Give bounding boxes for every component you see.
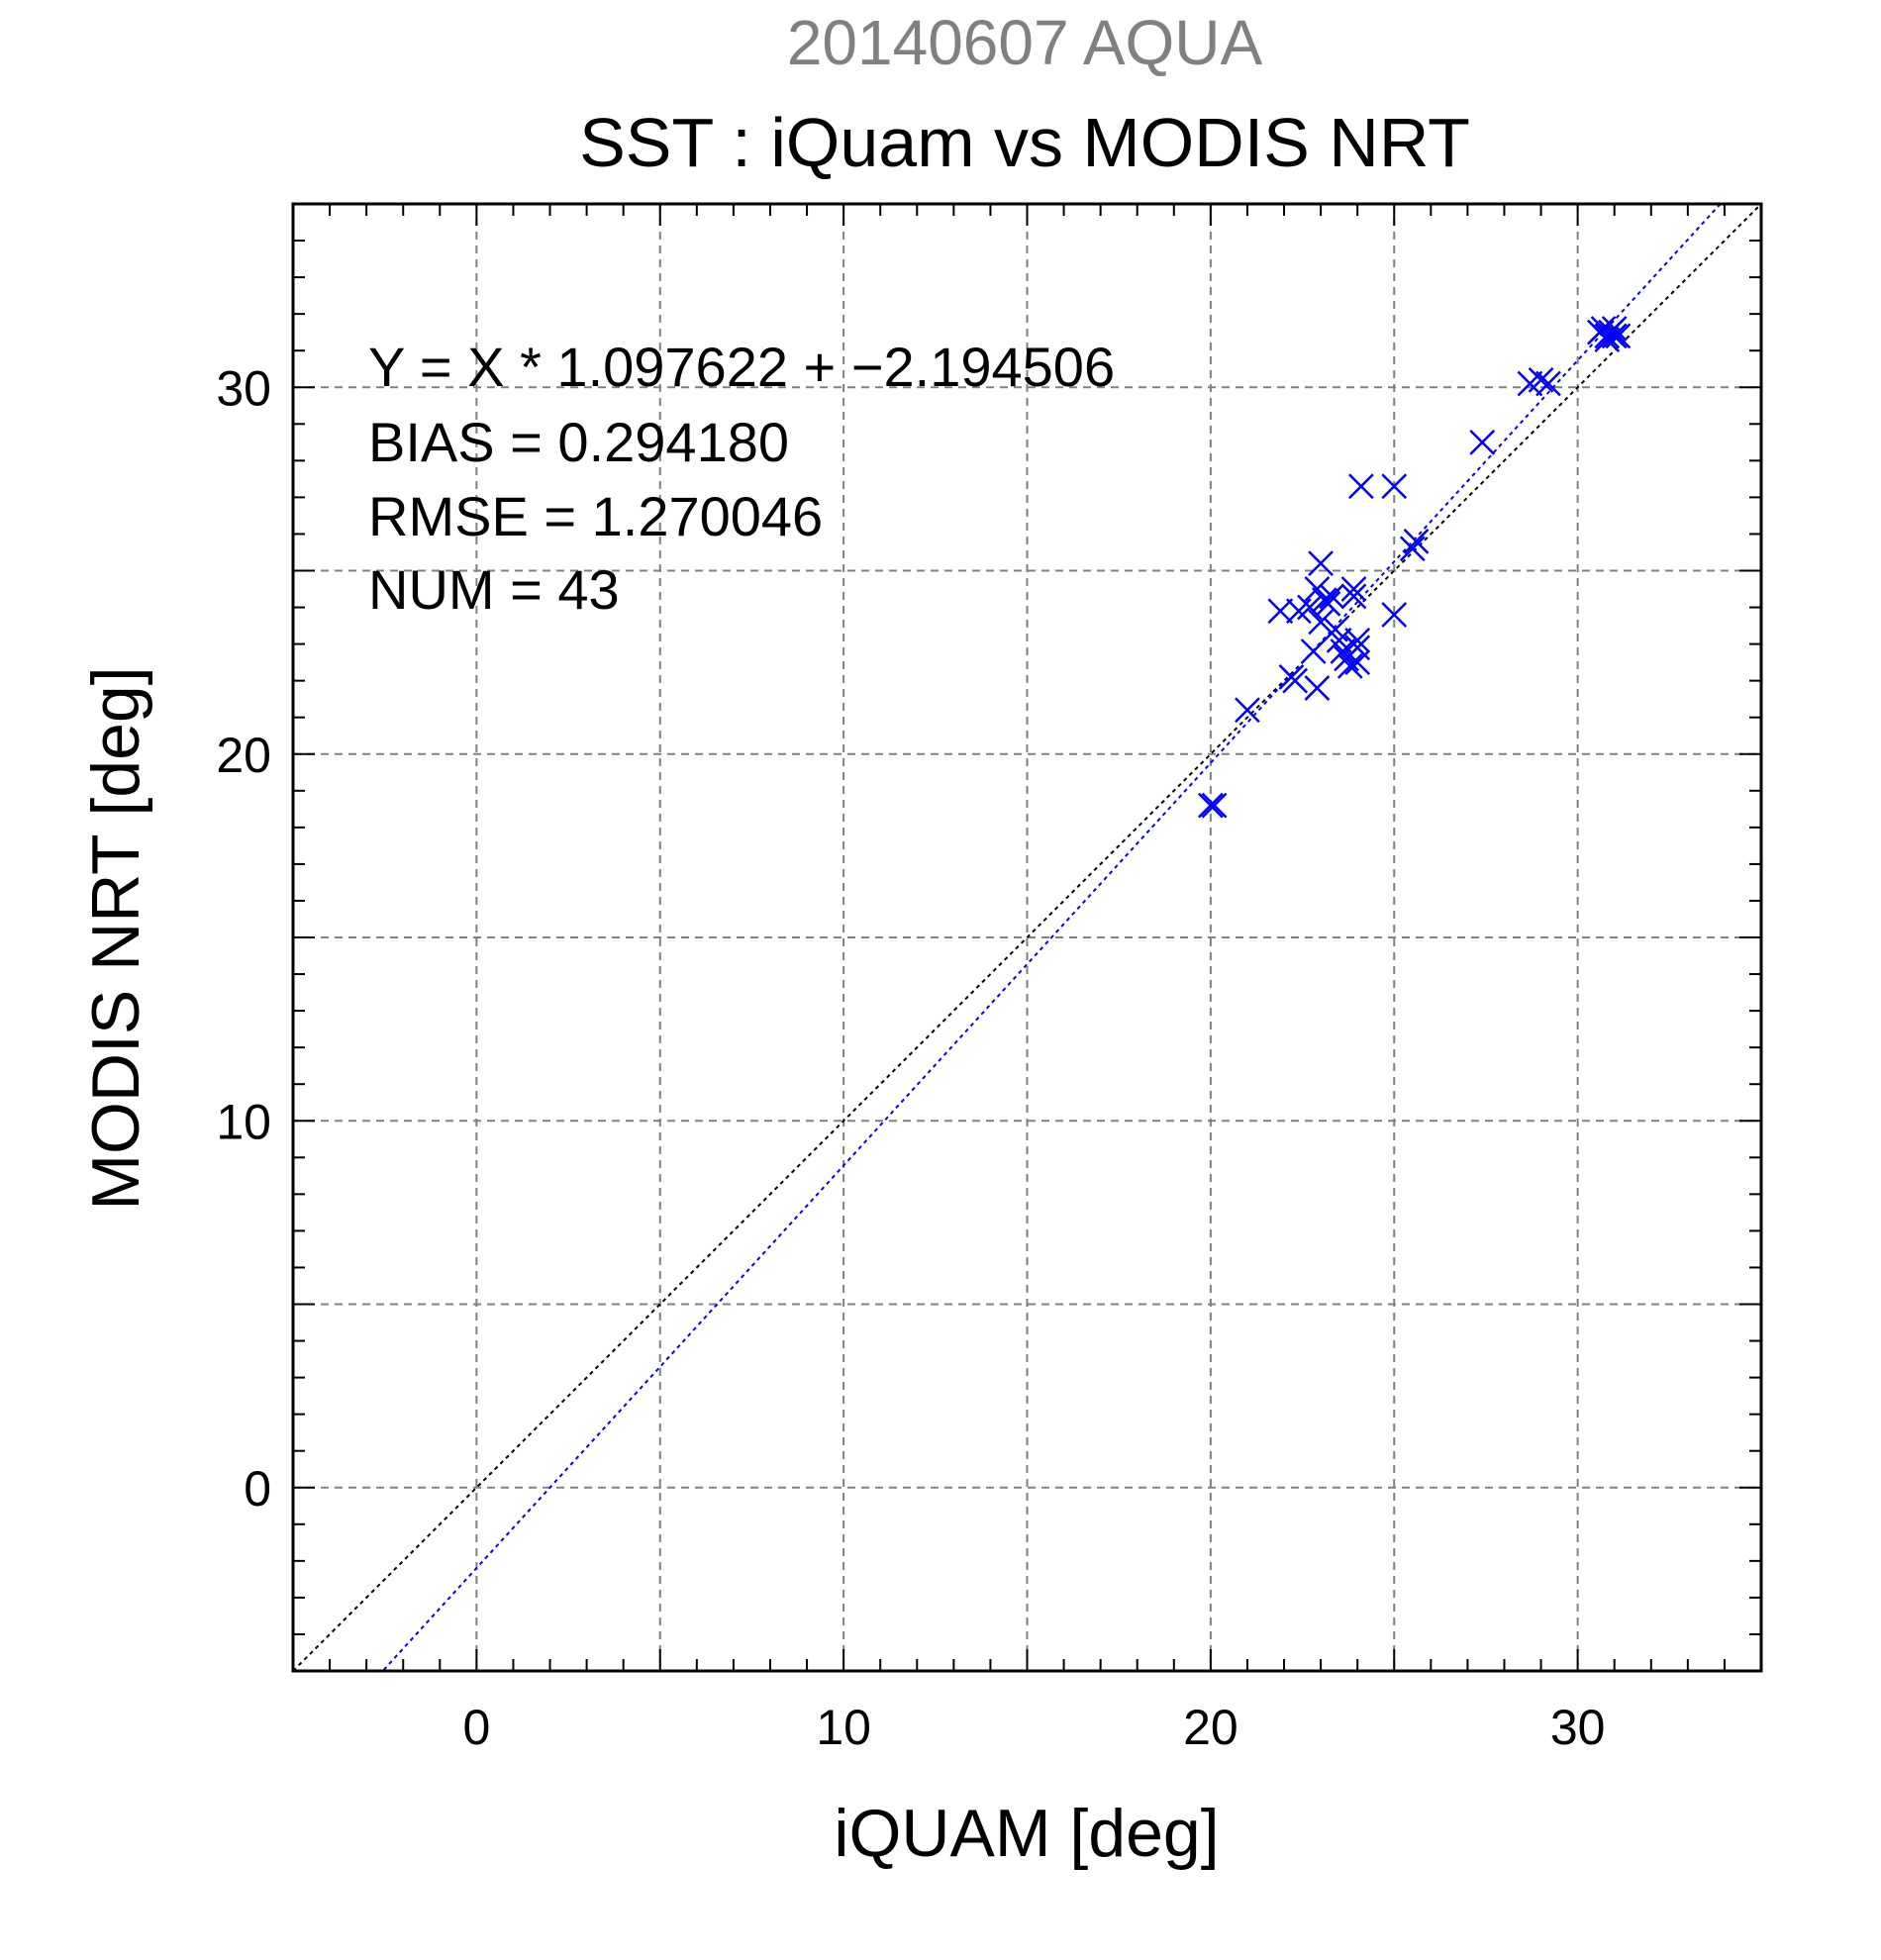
data-point — [1304, 576, 1331, 602]
data-point — [1601, 323, 1628, 349]
reference-lines — [293, 204, 1761, 1671]
data-point — [1381, 602, 1408, 628]
data-point — [1197, 792, 1224, 819]
x-tick-label: 30 — [1550, 1700, 1606, 1755]
data-point — [1267, 598, 1294, 625]
data-point — [1403, 528, 1430, 554]
data-point — [1315, 590, 1341, 617]
x-axis-label: iQUAM [deg] — [834, 1796, 1219, 1871]
data-point — [1344, 628, 1371, 653]
data-point — [1308, 550, 1334, 576]
x-tick-label: 0 — [462, 1700, 490, 1755]
data-point — [1469, 429, 1496, 455]
bias-value: BIAS = 0.294180 — [368, 411, 789, 473]
fit-line — [381, 204, 1723, 1671]
tick-labels: 0 0 10 10 20 20 30 30 — [216, 360, 1605, 1755]
data-point — [1528, 366, 1554, 393]
chart-top-label: 20140607 AQUA — [787, 7, 1263, 78]
data-point — [1304, 675, 1331, 701]
data-points — [1197, 316, 1632, 819]
data-point — [1235, 697, 1260, 724]
x-tick-label: 20 — [1183, 1700, 1238, 1755]
data-point — [1344, 635, 1371, 661]
y-axis-label: MODIS NRT [deg] — [78, 666, 153, 1210]
data-point — [1601, 316, 1628, 342]
grid-lines — [293, 204, 1761, 1671]
data-point — [1330, 638, 1356, 664]
data-point — [1340, 576, 1367, 602]
identity-line — [293, 204, 1761, 1671]
data-point — [1340, 583, 1367, 610]
data-point — [1336, 652, 1363, 679]
minor-ticks — [293, 204, 1761, 1671]
num-value: NUM = 43 — [368, 558, 620, 621]
y-tick-label: 0 — [244, 1461, 271, 1517]
data-point — [1300, 638, 1327, 664]
data-point — [1605, 323, 1632, 349]
y-tick-label: 20 — [216, 728, 271, 783]
data-point — [1535, 370, 1561, 397]
data-point — [1319, 583, 1345, 610]
chart-title: SST : iQuam vs MODIS NRT — [579, 104, 1470, 181]
x-tick-label: 10 — [816, 1700, 871, 1755]
y-tick-label: 10 — [216, 1094, 271, 1149]
plot-frame — [291, 202, 1763, 1673]
y-tick-label: 30 — [216, 360, 271, 416]
data-point — [1282, 667, 1309, 694]
rmse-value: RMSE = 1.270046 — [368, 485, 823, 547]
data-point — [1347, 473, 1374, 500]
data-point — [1201, 792, 1228, 819]
data-point — [1381, 473, 1408, 500]
data-point — [1399, 536, 1426, 562]
fit-equation: Y = X * 1.097622 + −2.194506 — [368, 336, 1115, 398]
